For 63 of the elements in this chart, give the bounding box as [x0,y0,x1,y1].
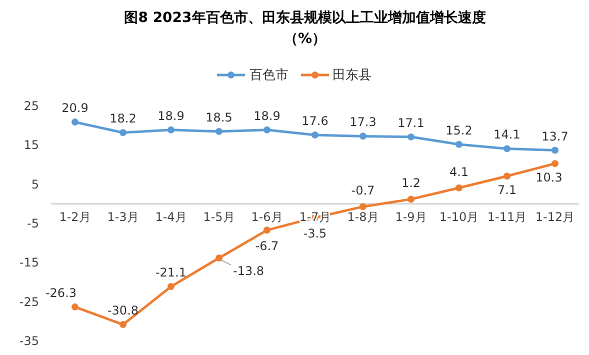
data-label: 7.1 [497,183,517,198]
data-label: 18.9 [158,108,184,123]
point [312,131,318,138]
data-label: 10.3 [536,170,562,185]
y-tick-label: -35 [19,334,39,348]
legend-label: 田东县 [332,67,372,84]
point [72,303,78,310]
y-tick-label: -15 [19,256,39,270]
x-tick-label: 1-4月 [155,210,187,224]
x-tick-label: 1-10月 [439,210,479,224]
data-label: -0.7 [351,184,375,198]
legend-label: 百色市 [248,67,288,84]
data-label: 4.1 [449,164,469,179]
data-label: 17.6 [302,114,328,128]
y-tick-label: 25 [24,99,39,113]
x-tick-label: 1-5月 [203,210,235,224]
point [120,129,126,136]
y-tick-label: 15 [24,138,39,152]
point [264,226,270,234]
point [408,133,414,140]
point [456,184,462,192]
point [264,126,270,134]
x-tick-label: 1-12月 [535,210,575,224]
data-label: -13.8 [233,264,264,278]
data-label: -3.5 [303,226,327,241]
point [504,145,510,152]
data-label: 18.5 [206,110,232,124]
y-tick-label: 5 [31,177,39,192]
point [456,140,462,148]
point [72,118,78,126]
x-tick-label: 1-8月 [347,210,379,224]
point [360,132,366,140]
data-label: 15.2 [446,123,472,138]
data-label: 18.2 [110,112,136,126]
point [168,126,174,134]
data-label: 13.7 [542,129,568,144]
data-label: 1.2 [401,176,421,190]
y-tick-label: -25 [19,294,39,309]
data-label: -26.3 [45,286,77,300]
data-label: -30.8 [107,304,139,318]
x-tick-label: 1-9月 [395,210,427,224]
chart-title: 图8 2023年百色市、田东县规模以上工业增加值增长速度（%） [123,8,487,49]
x-tick-label: 1-3月 [107,210,139,224]
data-label: 17.1 [398,116,424,130]
point [216,254,222,262]
point [360,203,366,210]
point [504,172,510,180]
x-tick-label: 1-11月 [487,210,527,224]
point [216,128,222,135]
point [552,146,558,154]
data-label: 14.1 [494,128,520,142]
data-label: -6.7 [255,239,279,254]
y-tick-label: -5 [27,216,39,230]
x-tick-label: 1-6月 [251,210,283,224]
data-label: 18.9 [254,108,280,123]
x-tick-label: 1-2月 [59,210,91,224]
point [408,196,414,203]
point [168,283,174,290]
point [120,321,126,328]
point [552,160,558,168]
data-label: -21.1 [155,266,187,280]
data-label: 17.3 [350,115,376,130]
data-label: 20.9 [62,101,88,116]
